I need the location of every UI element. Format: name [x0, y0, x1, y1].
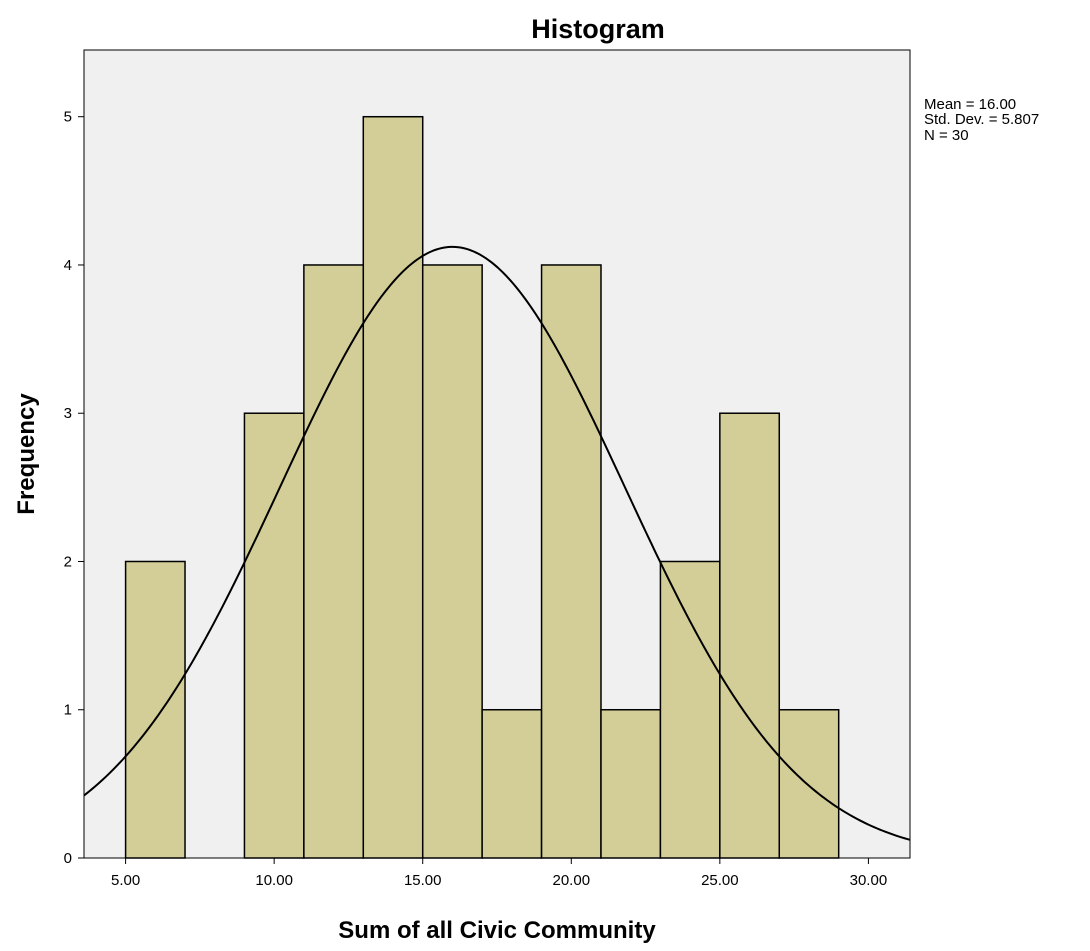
x-tick-label: 20.00: [553, 872, 591, 889]
histogram-bar: [600, 708, 662, 859]
stat-n: N = 30: [924, 127, 969, 144]
histogram-bar: [540, 264, 602, 859]
chart-title: Histogram: [531, 14, 665, 44]
histogram-bar: [362, 115, 424, 859]
y-tick-label: 2: [64, 553, 72, 570]
y-axis-ticks: 0 1 2 3 4 5: [64, 109, 84, 867]
normal-curve: [83, 245, 911, 841]
y-tick-label: 5: [64, 109, 72, 126]
x-axis-title: Sum of all Civic Community: [338, 917, 656, 944]
x-axis-ticks: 5.00 10.00 15.00 20.00 25.00 30.00: [111, 858, 887, 889]
bars-group: [124, 115, 840, 859]
histogram-bar: [421, 264, 483, 859]
histogram-bar: [659, 560, 721, 859]
stat-mean: Mean = 16.00: [924, 96, 1016, 113]
y-axis-title: Frequency: [13, 393, 40, 515]
x-tick-label: 5.00: [111, 872, 140, 889]
histogram-bar: [243, 412, 305, 859]
x-tick-label: 30.00: [850, 872, 888, 889]
histogram-bar: [303, 264, 365, 859]
stat-std-dev: Std. Dev. = 5.807: [924, 111, 1039, 128]
y-tick-label: 3: [64, 405, 72, 422]
y-tick-label: 0: [64, 850, 72, 867]
x-tick-label: 25.00: [701, 872, 739, 889]
y-tick-label: 4: [64, 257, 72, 274]
histogram-bar: [719, 412, 781, 859]
histogram-bar: [124, 560, 186, 859]
histogram-bar: [778, 708, 840, 859]
x-tick-label: 10.00: [255, 872, 293, 889]
histogram-bar: [481, 708, 543, 859]
x-tick-label: 15.00: [404, 872, 442, 889]
summary-statistics: Mean = 16.00 Std. Dev. = 5.807 N = 30: [924, 96, 1039, 144]
y-tick-label: 1: [64, 702, 72, 719]
